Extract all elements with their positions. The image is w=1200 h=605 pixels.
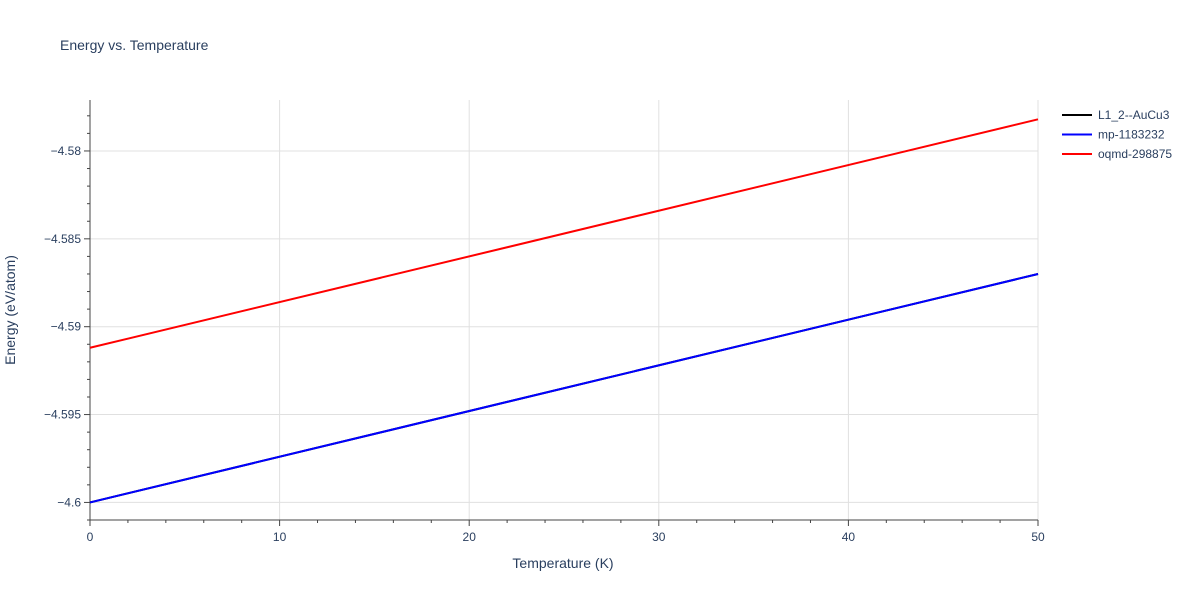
legend-item[interactable]: mp-1183232 xyxy=(1062,128,1165,142)
legend-label: mp-1183232 xyxy=(1098,128,1165,142)
x-tick-label: 0 xyxy=(87,530,94,544)
y-axis-label: Energy (eV/atom) xyxy=(2,255,18,365)
legend-label: oqmd-298875 xyxy=(1098,147,1172,161)
legend-item[interactable]: oqmd-298875 xyxy=(1062,147,1172,161)
chart-title: Energy vs. Temperature xyxy=(60,37,209,53)
x-tick-label: 50 xyxy=(1031,530,1045,544)
x-tick-label: 40 xyxy=(842,530,856,544)
x-tick-label: 20 xyxy=(463,530,477,544)
series-line-mp-1183232 xyxy=(89,273,1039,504)
y-tick-label: −4.595 xyxy=(44,408,81,422)
y-tick-label: −4.58 xyxy=(51,144,82,158)
x-tick-label: 30 xyxy=(652,530,666,544)
x-tick-label: 10 xyxy=(273,530,287,544)
y-tick-label: −4.585 xyxy=(44,232,81,246)
legend-item[interactable]: L1_2--AuCu3 xyxy=(1062,108,1170,122)
y-tick-label: −4.59 xyxy=(51,320,82,334)
x-axis-label: Temperature (K) xyxy=(512,555,613,571)
legend-label: L1_2--AuCu3 xyxy=(1098,108,1170,122)
legend[interactable]: L1_2--AuCu3 mp-1183232 oqmd-298875 xyxy=(1062,108,1172,161)
series-line-oqmd-298875 xyxy=(89,118,1039,349)
y-tick-label: −4.6 xyxy=(57,495,81,509)
axes-layer: 0 10 20 30 40 50 −4.6 −4.595 −4.59 −4.585 −4.58 xyxy=(44,100,1045,544)
series-layer xyxy=(89,118,1039,504)
grid-layer xyxy=(90,100,1039,520)
